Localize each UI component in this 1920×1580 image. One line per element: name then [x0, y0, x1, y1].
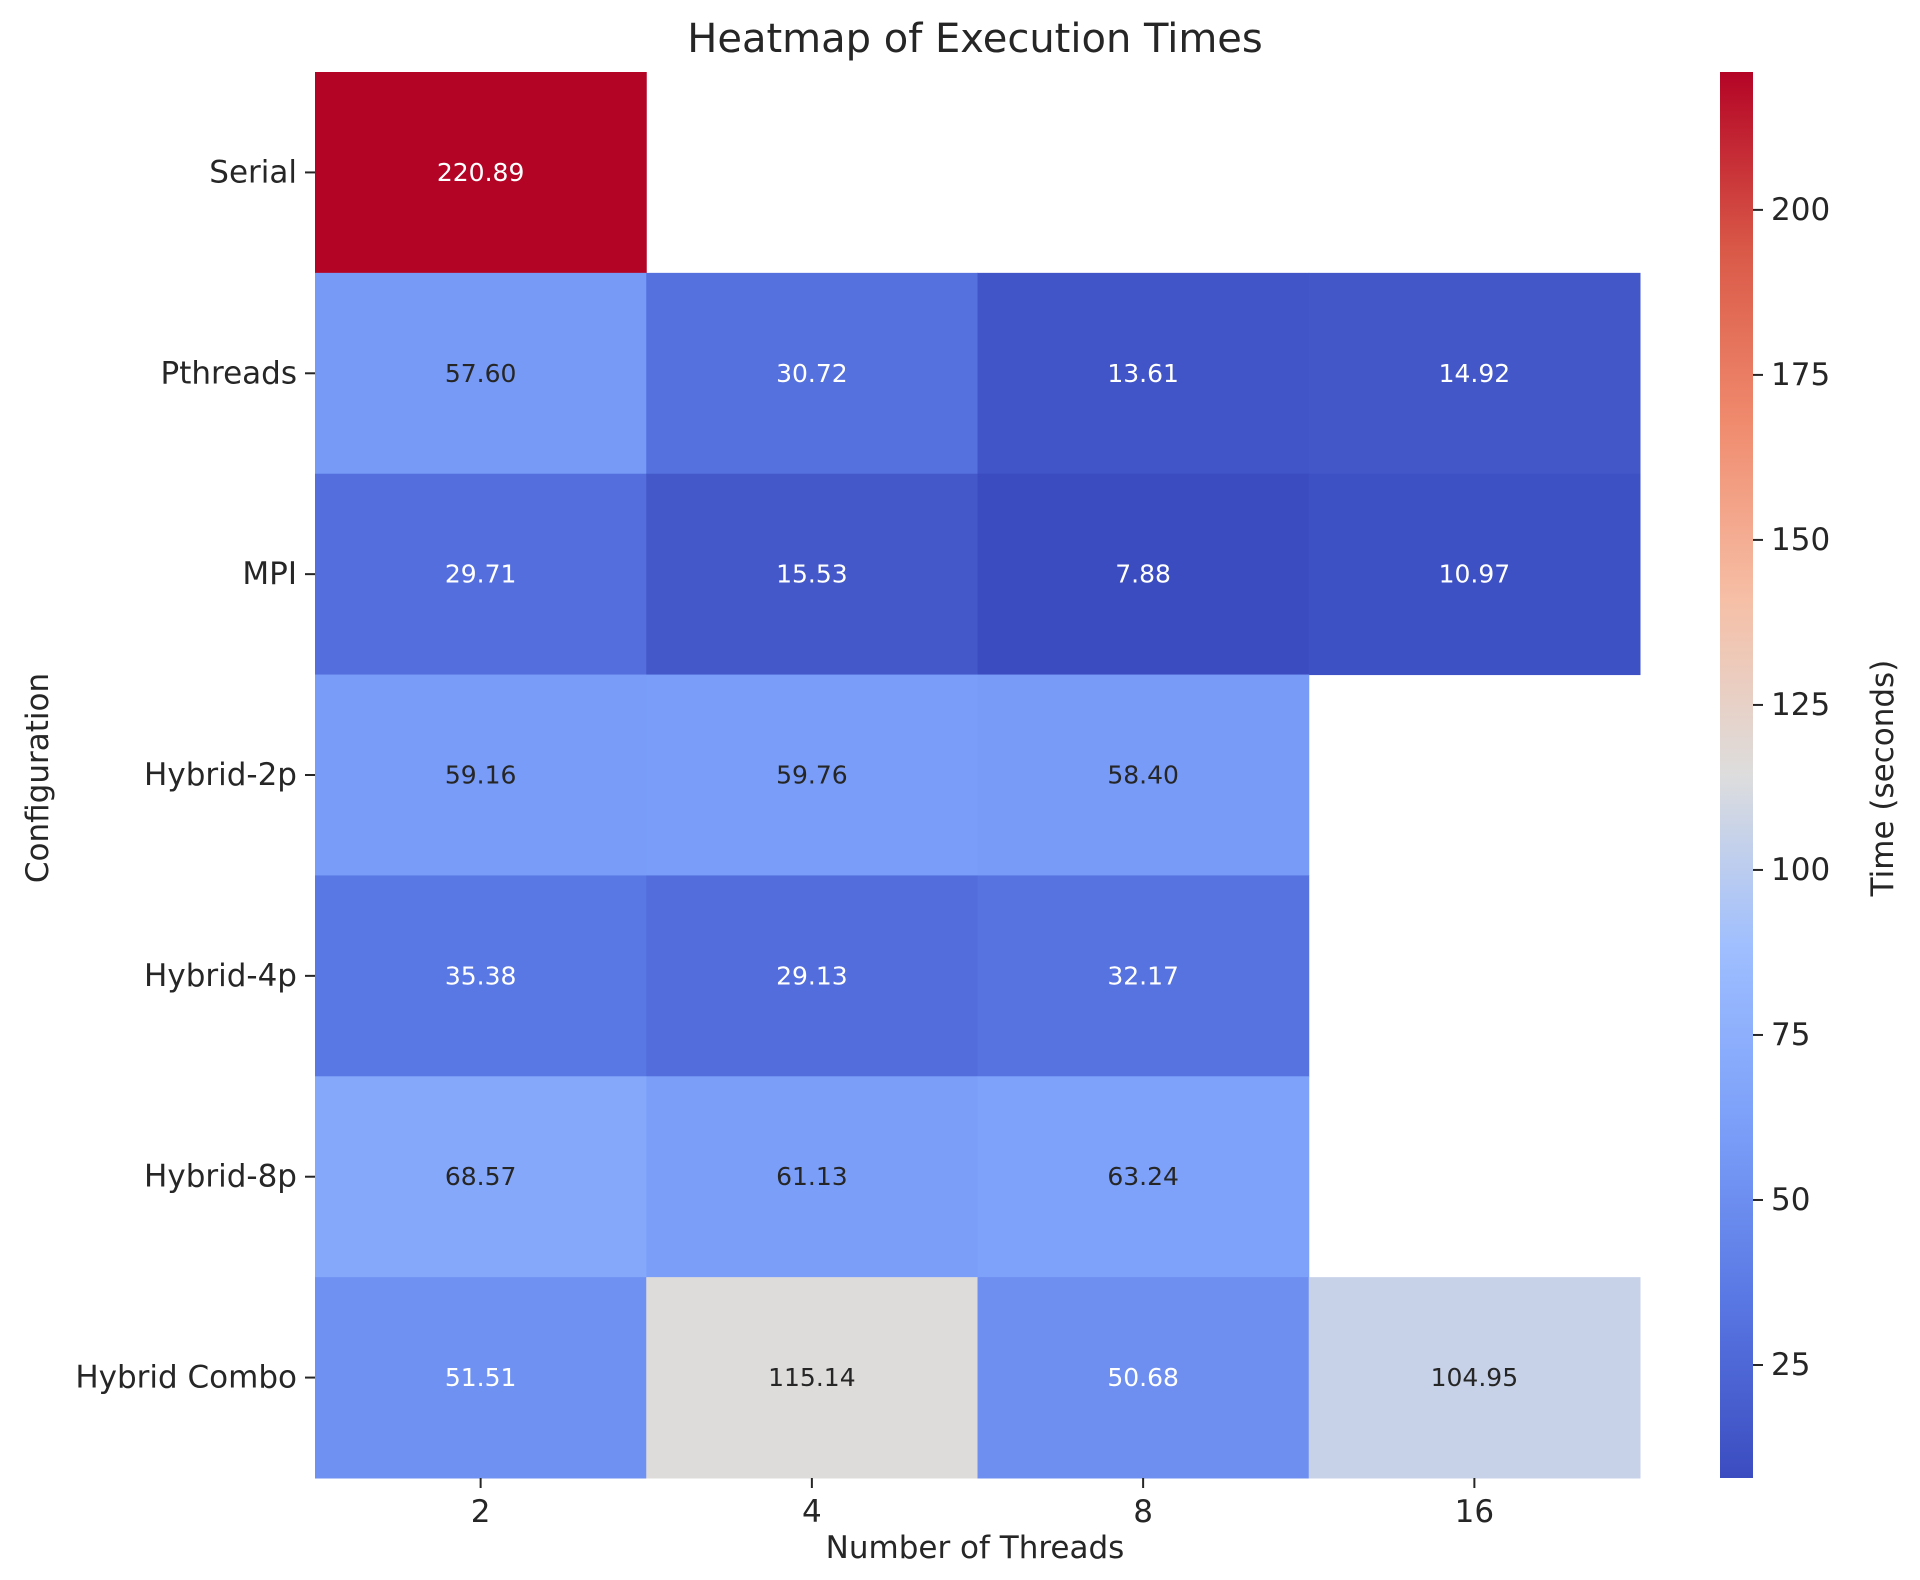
heatmap-cell [1308, 272, 1641, 475]
cell-value-label: 115.14 [768, 1363, 855, 1392]
cell-value-label: 59.16 [445, 761, 517, 790]
y-axis: Serial Pthreads MPI Hybrid-2p Hybrid-4p Hybri… [75, 154, 315, 1396]
heatmap-cell [646, 1076, 978, 1278]
cell-value-label: 29.13 [776, 961, 848, 990]
y-tick-label: Serial [209, 154, 297, 190]
x-tick-label: 8 [1133, 1494, 1153, 1530]
heatmap-cell [315, 1076, 647, 1278]
heatmap-cell [315, 72, 647, 274]
cell-value-label: 32.17 [1107, 961, 1179, 990]
heatmap-cells: 220.89 57.60 30.72 13.61 14.92 29.71 15.53 7.88… [315, 72, 1641, 1479]
colorbar-ticks: 25 50 75 100 125 150 175 200 [1753, 192, 1830, 1383]
cell-value-label: 59.76 [776, 761, 848, 790]
cell-value-label: 57.60 [445, 359, 517, 388]
colorbar-tick-label: 25 [1771, 1347, 1810, 1383]
cell-value-label: 104.95 [1431, 1363, 1518, 1392]
heatmap-cell [646, 674, 978, 876]
chart-title: Heatmap of Execution Times [687, 16, 1262, 62]
heatmap-cell [646, 875, 978, 1077]
cell-value-label: 220.89 [437, 158, 524, 187]
heatmap-cell [1308, 1277, 1641, 1479]
colorbar [1720, 72, 1753, 1478]
cell-value-label: 51.51 [445, 1363, 517, 1392]
x-axis: 2 4 8 16 [471, 1478, 1494, 1530]
cell-value-label: 7.88 [1115, 560, 1171, 589]
y-tick-label: MPI [242, 556, 297, 592]
cell-value-label: 15.53 [776, 560, 848, 589]
cell-value-label: 58.40 [1107, 761, 1179, 790]
heatmap-cell [977, 473, 1310, 676]
colorbar-tick-label: 75 [1771, 1017, 1810, 1053]
cell-value-label: 10.97 [1439, 560, 1511, 589]
colorbar-tick-label: 200 [1771, 192, 1830, 228]
heatmap-cell [646, 1277, 978, 1479]
cell-value-label: 50.68 [1107, 1363, 1179, 1392]
cell-value-label: 30.72 [776, 359, 848, 388]
colorbar-tick-label: 50 [1771, 1182, 1810, 1218]
heatmap-cell [646, 473, 978, 676]
heatmap-cell [1308, 473, 1641, 676]
x-tick-label: 16 [1455, 1494, 1494, 1530]
cell-value-label: 68.57 [445, 1162, 517, 1191]
colorbar-label: Time (seconds) [1865, 660, 1901, 898]
heatmap-cell [977, 674, 1310, 876]
colorbar-tick-label: 100 [1771, 852, 1830, 888]
cell-value-label: 61.13 [776, 1162, 848, 1191]
cell-value-label: 29.71 [445, 560, 517, 589]
heatmap-cell [977, 1277, 1310, 1479]
colorbar-tick-label: 150 [1771, 522, 1830, 558]
heatmap-cell [315, 272, 647, 475]
heatmap-cell [977, 272, 1310, 475]
heatmap-cell [315, 875, 647, 1077]
y-tick-label: Pthreads [161, 355, 297, 391]
heatmap-cell [315, 473, 647, 676]
heatmap-cell [977, 1076, 1310, 1278]
colorbar-tick-label: 175 [1771, 357, 1830, 393]
heatmap-cell [646, 272, 978, 475]
y-axis-label: Configuration [20, 673, 56, 883]
cell-value-label: 14.92 [1439, 359, 1511, 388]
heatmap-cell [977, 875, 1310, 1077]
cell-value-label: 35.38 [445, 961, 517, 990]
x-tick-label: 2 [471, 1494, 491, 1530]
x-tick-label: 4 [802, 1494, 822, 1530]
heatmap-cell [315, 674, 647, 876]
colorbar-tick-label: 125 [1771, 687, 1830, 723]
y-tick-label: Hybrid-8p [144, 1159, 297, 1195]
y-tick-label: Hybrid Combo [75, 1360, 297, 1396]
cell-value-label: 63.24 [1107, 1162, 1179, 1191]
y-tick-label: Hybrid-2p [144, 757, 297, 793]
heatmap-cell [315, 1277, 647, 1479]
cell-value-label: 13.61 [1107, 359, 1179, 388]
y-tick-label: Hybrid-4p [144, 958, 297, 994]
x-axis-label: Number of Threads [826, 1530, 1125, 1566]
